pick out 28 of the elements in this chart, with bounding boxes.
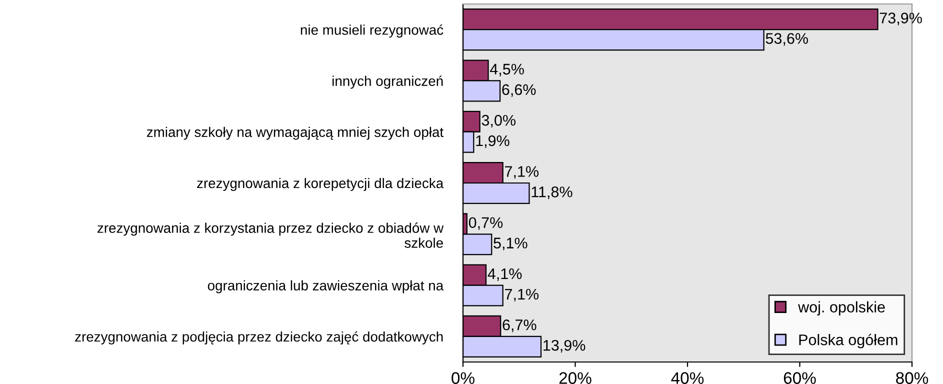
data-label: 73,9% bbox=[880, 12, 922, 26]
data-label: 3,0% bbox=[482, 114, 516, 128]
data-label: 4,5% bbox=[490, 64, 524, 76]
x-tick-label: 20% bbox=[559, 372, 592, 384]
y-tick-label: zrezygnowania z podjęcia przez dziecko zajęć dodatkowych bbox=[75, 331, 443, 344]
x-tick-label: 40% bbox=[671, 372, 704, 384]
data-label: 7,1% bbox=[505, 166, 539, 179]
y-tick-label: ograniczenia lub zawieszenia wpłat na bbox=[208, 280, 444, 294]
legend-label: Polska ogółem bbox=[799, 334, 898, 348]
y-tick-label: innych ograniczeń bbox=[332, 76, 443, 89]
data-label: 5,1% bbox=[494, 238, 528, 250]
legend-label: woj. opolskie bbox=[798, 301, 885, 316]
x-tick-label: 60% bbox=[784, 372, 816, 384]
x-tick-label: 80% bbox=[896, 372, 928, 384]
data-label: 6,6% bbox=[502, 84, 536, 97]
x-tick-label: 0% bbox=[452, 372, 474, 384]
y-tick-label: zmiany szkoły na wymagającą mniej szych opłat bbox=[146, 126, 444, 140]
data-label: 13,9% bbox=[544, 340, 586, 353]
y-tick-label: nie musieli rezygnować bbox=[300, 24, 444, 38]
data-label: 1,9% bbox=[476, 135, 510, 148]
y-tick-label: zrezygnowania z korzystania przez dziecko z obiadów w szkole bbox=[98, 222, 444, 248]
data-label: 7,1% bbox=[505, 288, 539, 302]
data-label: 11,8% bbox=[532, 186, 572, 200]
data-label: 53,6% bbox=[766, 33, 808, 46]
data-label: 6,7% bbox=[502, 319, 536, 332]
data-label: 4,1% bbox=[488, 268, 522, 281]
y-tick-label: zrezygnowania z korepetycji dla dziecka bbox=[197, 178, 444, 191]
data-label: 0,7% bbox=[468, 217, 503, 230]
